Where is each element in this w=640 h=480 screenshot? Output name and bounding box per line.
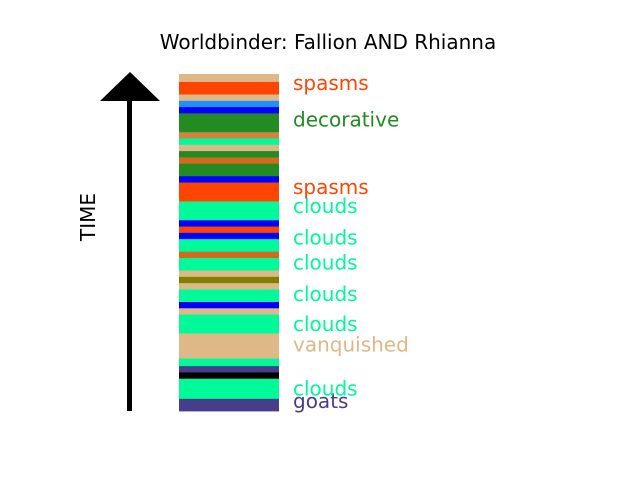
timeline-segment	[179, 270, 279, 277]
timeline-segment	[179, 276, 279, 284]
time-arrow-head	[100, 72, 160, 101]
y-axis-label: TIME	[76, 193, 100, 242]
timeline-segment	[179, 289, 279, 302]
timeline-segment	[179, 251, 279, 258]
timeline-segment	[179, 150, 279, 158]
timeline-segment	[179, 358, 279, 367]
time-arrow-shaft	[127, 98, 132, 411]
timeline-segment	[179, 201, 279, 221]
timeline-segment	[179, 100, 279, 108]
timeline-segment	[179, 163, 279, 177]
timeline-segment	[179, 74, 279, 82]
timeline-segment	[179, 226, 279, 233]
timeline-label: spasms	[293, 71, 369, 95]
timeline-segment	[179, 238, 279, 252]
timeline-label: clouds	[293, 225, 358, 249]
chart-title: Worldbinder: Fallion AND Rhianna	[160, 30, 496, 54]
timeline-segment	[179, 94, 279, 101]
timeline-segment	[179, 282, 279, 290]
timeline-label: goats	[293, 389, 348, 413]
timeline-segment	[179, 232, 279, 240]
timeline-segment	[179, 175, 279, 183]
timeline-segment	[179, 398, 279, 412]
timeline-label: vanquished	[293, 332, 409, 356]
timeline-segment	[179, 257, 279, 271]
timeline-segment	[179, 131, 279, 139]
timeline-segment	[179, 333, 279, 359]
timeline-segment	[179, 156, 279, 164]
timeline-label: clouds	[293, 194, 358, 218]
timeline-label: decorative	[293, 107, 399, 131]
timeline-segment	[179, 182, 279, 202]
timeline-segment	[179, 314, 279, 334]
timeline-segment	[179, 365, 279, 373]
timeline-segment	[179, 81, 279, 95]
time-arrow	[100, 72, 160, 411]
timeline-label: clouds	[293, 312, 358, 336]
timeline-segment	[179, 378, 279, 399]
timeline-label: clouds	[293, 282, 358, 306]
timeline-segment	[179, 144, 279, 152]
timeline-segment	[179, 112, 279, 133]
timeline-bar	[179, 74, 279, 412]
timeline-label: clouds	[293, 376, 358, 400]
timeline-labels: goatscloudsvanquishedcloudscloudscloudsc…	[293, 71, 409, 413]
timeline-label: spasms	[293, 175, 369, 199]
timeline-label: clouds	[293, 251, 358, 275]
timeline-segment	[179, 301, 279, 309]
timeline-segment	[179, 106, 279, 114]
timeline-segment	[179, 138, 279, 145]
timeline-segment	[179, 219, 279, 227]
timeline-segment	[179, 307, 279, 315]
timeline-segment	[179, 372, 279, 379]
